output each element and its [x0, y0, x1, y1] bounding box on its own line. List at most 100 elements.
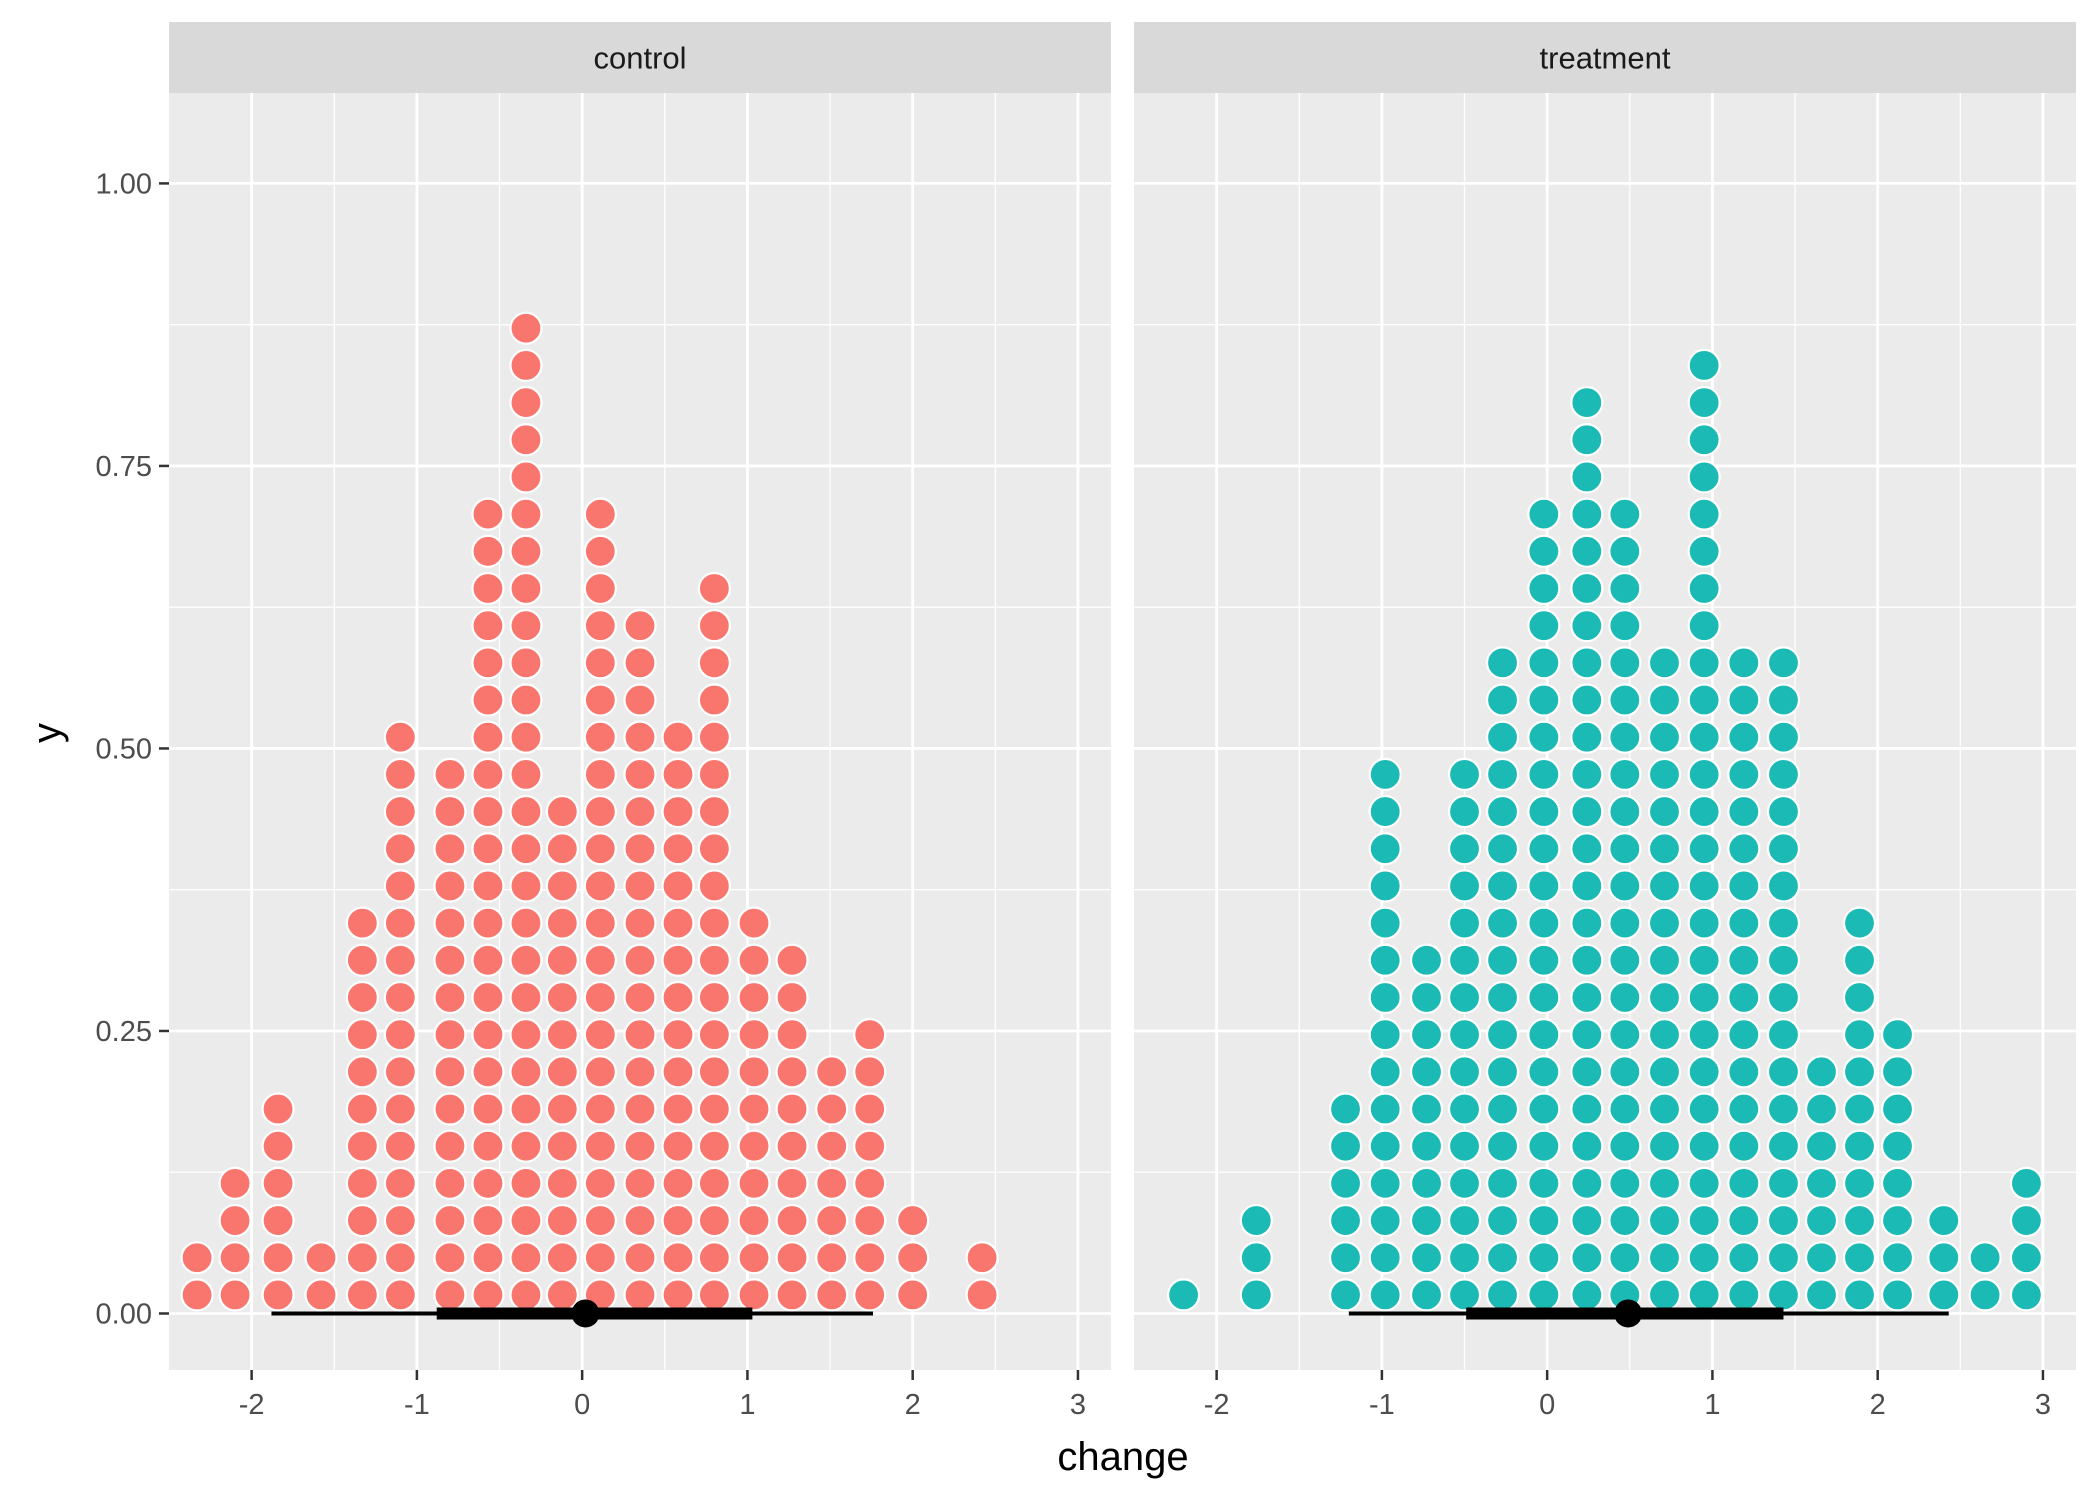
- dot: [661, 1166, 695, 1200]
- dot: [1570, 1129, 1604, 1163]
- dot: [1766, 1203, 1801, 1238]
- dot: [509, 683, 543, 717]
- dot: [509, 348, 543, 383]
- dot: [661, 1092, 695, 1126]
- dot: [697, 1055, 731, 1089]
- dot: [471, 1018, 505, 1052]
- dot: [737, 1129, 771, 1163]
- dot: [545, 869, 579, 903]
- dot: [1409, 980, 1444, 1015]
- dot: [1368, 794, 1402, 829]
- dot: [1409, 1203, 1444, 1238]
- dot: [1687, 794, 1721, 829]
- dot: [471, 1203, 505, 1238]
- dot: [545, 1018, 579, 1052]
- dot: [661, 1278, 695, 1312]
- dot: [261, 1203, 295, 1238]
- dot: [345, 1166, 379, 1200]
- dot: [345, 1203, 379, 1238]
- dot: [545, 1129, 579, 1163]
- dot: [737, 1018, 771, 1052]
- dot: [1570, 423, 1604, 457]
- y-tick-label: 0.50: [96, 733, 152, 765]
- dot: [218, 1203, 252, 1238]
- dot: [1804, 1241, 1839, 1275]
- dot: [1647, 794, 1682, 829]
- dot: [583, 1018, 617, 1052]
- dot: [1570, 832, 1604, 866]
- dot: [1608, 534, 1642, 568]
- dot: [1687, 980, 1721, 1015]
- x-tick-label: -2: [1204, 1389, 1230, 1421]
- dot: [697, 1278, 731, 1312]
- dot: [1842, 906, 1877, 940]
- dot: [1368, 1241, 1402, 1275]
- dot: [1842, 1203, 1877, 1238]
- dot: [1842, 1129, 1877, 1163]
- dot: [1608, 757, 1642, 791]
- dot: [1766, 646, 1801, 680]
- dot: [737, 1203, 771, 1238]
- dot: [1727, 1203, 1761, 1238]
- dot: [1485, 1278, 1520, 1312]
- dot: [1727, 1055, 1761, 1089]
- dot: [1804, 1203, 1839, 1238]
- dot: [1368, 1203, 1402, 1238]
- dot: [623, 683, 657, 717]
- dot: [1570, 943, 1604, 977]
- dot: [1647, 1129, 1682, 1163]
- dot: [471, 1166, 505, 1200]
- dot: [545, 980, 579, 1015]
- dot: [737, 1055, 771, 1089]
- dot: [1447, 980, 1482, 1015]
- dot: [1485, 757, 1520, 791]
- dot: [1527, 869, 1561, 903]
- dot: [697, 943, 731, 977]
- dot: [1880, 1129, 1915, 1163]
- dot: [1647, 832, 1682, 866]
- dot: [623, 832, 657, 866]
- dot: [1527, 497, 1561, 531]
- dot: [1485, 720, 1520, 754]
- dot: [1727, 869, 1761, 903]
- dot: [345, 1092, 379, 1126]
- dot: [1368, 906, 1402, 940]
- x-tick-label: -1: [1369, 1389, 1395, 1421]
- dot: [1842, 980, 1877, 1015]
- dot: [1804, 1055, 1839, 1089]
- dot: [345, 1018, 379, 1052]
- dot: [383, 794, 417, 829]
- dot: [383, 1018, 417, 1052]
- dot: [583, 1166, 617, 1200]
- dot: [697, 980, 731, 1015]
- dot: [509, 757, 543, 791]
- dot: [383, 1203, 417, 1238]
- dot: [1687, 646, 1721, 680]
- dot: [623, 980, 657, 1015]
- dot: [1409, 1278, 1444, 1312]
- dot: [1727, 683, 1761, 717]
- dot: [1328, 1203, 1363, 1238]
- dot: [545, 1055, 579, 1089]
- dot: [583, 646, 617, 680]
- x-tick-label: 1: [739, 1389, 755, 1421]
- dot: [623, 943, 657, 977]
- dot: [697, 1166, 731, 1200]
- dot: [383, 1278, 417, 1312]
- dot: [509, 1203, 543, 1238]
- dot: [583, 1203, 617, 1238]
- dot: [1527, 832, 1561, 866]
- dot: [896, 1278, 930, 1312]
- dot: [697, 571, 731, 606]
- dot: [1447, 794, 1482, 829]
- dot: [433, 980, 467, 1015]
- dot: [1527, 571, 1561, 606]
- dot: [383, 1241, 417, 1275]
- dot: [1766, 1018, 1801, 1052]
- dot: [509, 1018, 543, 1052]
- dot: [261, 1241, 295, 1275]
- dot: [1527, 794, 1561, 829]
- dot: [623, 1203, 657, 1238]
- dot: [471, 869, 505, 903]
- dot: [1570, 980, 1604, 1015]
